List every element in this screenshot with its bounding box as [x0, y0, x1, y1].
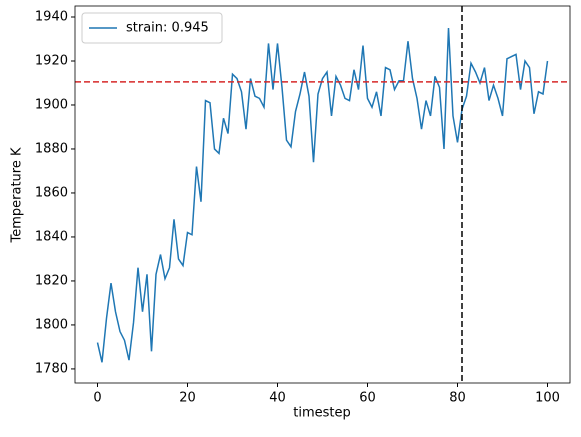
- y-tick-label: 1860: [35, 185, 68, 200]
- x-tick-label: 0: [93, 391, 101, 406]
- y-tick-label: 1940: [35, 9, 68, 24]
- x-tick-label: 100: [535, 391, 560, 406]
- legend-box: [81, 12, 223, 44]
- x-tick-label: 40: [269, 391, 286, 406]
- x-tick-label: 60: [359, 391, 376, 406]
- y-tick-label: 1880: [35, 141, 68, 156]
- y-tick-label: 1840: [35, 229, 68, 244]
- y-tick-label: 1820: [35, 273, 68, 288]
- x-axis-label: timestep: [293, 406, 351, 421]
- x-tick-label: 20: [179, 391, 196, 406]
- plot-frame: [74, 5, 571, 384]
- y-axis-label: Temperature K: [10, 147, 25, 243]
- y-tick-label: 1920: [35, 53, 68, 68]
- legend-label: strain: 0.945: [126, 21, 209, 36]
- y-tick-label: 1780: [35, 361, 68, 376]
- y-tick-label: 1800: [35, 317, 68, 332]
- data-line: [96, 27, 549, 363]
- x-tick-label: 80: [449, 391, 466, 406]
- y-tick-label: 1900: [35, 97, 68, 112]
